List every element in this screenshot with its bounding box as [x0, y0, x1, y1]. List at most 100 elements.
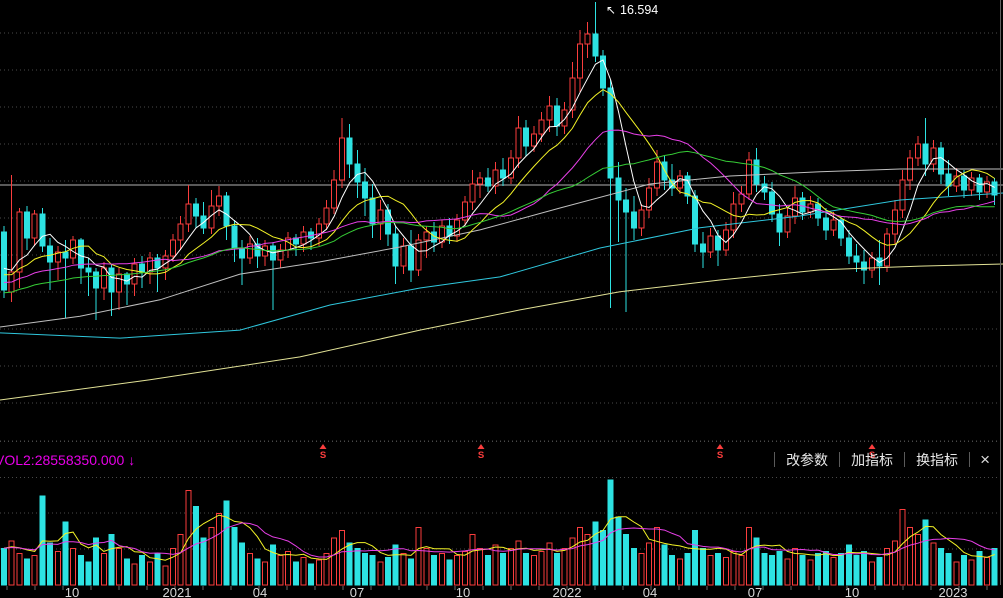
- event-marker-triangle-icon[interactable]: [319, 444, 327, 449]
- change-params-button[interactable]: 改参数: [786, 451, 829, 468]
- volume-bar-down: [991, 547, 998, 586]
- candle-up: [515, 127, 522, 159]
- volume-bar-up: [784, 558, 791, 586]
- candle-up: [415, 239, 422, 271]
- event-marker-s[interactable]: S: [869, 450, 875, 461]
- volume-bar-down: [200, 537, 207, 586]
- candle-up: [968, 177, 975, 191]
- candle-up: [569, 77, 576, 111]
- candle-down: [93, 271, 100, 289]
- volume-bar-down: [77, 555, 84, 586]
- candle-down: [623, 199, 630, 213]
- candle-down: [799, 197, 806, 213]
- volume-bar-up: [377, 561, 384, 586]
- candle-up: [538, 119, 545, 135]
- candle-up: [116, 273, 123, 293]
- volume-bar-up: [638, 553, 645, 586]
- axis-label: 10: [845, 585, 859, 598]
- candle-down: [239, 247, 246, 259]
- add-indicator-button[interactable]: 加指标: [851, 451, 894, 468]
- ma-line-MA250: [0, 263, 1003, 401]
- volume-bar-up: [169, 547, 176, 586]
- candle-down: [853, 255, 860, 263]
- volume-bar-down: [62, 521, 69, 586]
- event-marker-triangle-icon[interactable]: [477, 444, 485, 449]
- close-indicator-icon[interactable]: ×: [980, 449, 990, 469]
- candle-down: [500, 169, 507, 179]
- candle-down: [991, 181, 998, 196]
- toolbar-divider: [969, 452, 971, 467]
- volume-bar-down: [1, 547, 7, 586]
- candle-up: [31, 213, 38, 239]
- candle-up: [891, 209, 898, 235]
- vol2-value: VOL2:28558350.000: [0, 451, 125, 468]
- volume-bar-up: [162, 565, 169, 586]
- volume-bar-up: [454, 555, 461, 586]
- candle-up: [507, 157, 514, 179]
- volume-bar-up: [914, 534, 921, 586]
- candle-down: [961, 175, 967, 191]
- candle-up: [338, 137, 345, 181]
- volume-bar-up: [792, 547, 799, 586]
- candle-down: [699, 243, 706, 253]
- switch-indicator-button[interactable]: 换指标: [916, 451, 959, 468]
- volume-bar-up: [561, 547, 568, 586]
- candle-up: [707, 235, 714, 253]
- volume-bar-down: [292, 561, 299, 586]
- ma-line-MA120: [0, 192, 1003, 339]
- volume-bar-up: [968, 559, 975, 586]
- candle-up: [461, 201, 468, 221]
- volume-bar-up: [868, 561, 875, 586]
- toolbar-divider: [904, 452, 906, 467]
- volume-bar-down: [47, 542, 54, 586]
- volume-bar-down: [769, 555, 775, 586]
- volume-bar-up: [70, 547, 77, 586]
- volume-bar-down: [108, 534, 115, 586]
- volume-bar-down: [761, 553, 768, 586]
- indicator-header-bar: VOL2:28558350.000 ↓ 改参数 加指标 换指标 ×: [0, 443, 1003, 476]
- event-marker-triangle-icon[interactable]: [868, 444, 876, 449]
- candle-up: [730, 203, 737, 231]
- volume-bar-up: [331, 537, 338, 586]
- ma-line-MA5: [3, 59, 995, 282]
- candle-up: [884, 233, 891, 267]
- event-marker-triangle-icon[interactable]: [716, 444, 724, 449]
- volume-bar-up: [277, 555, 284, 586]
- volume-bar-down: [123, 558, 130, 586]
- volume-bar-down: [853, 555, 860, 586]
- volume-bar-down: [845, 544, 852, 586]
- candle-up: [914, 143, 921, 159]
- volume-bar-up: [415, 526, 422, 586]
- volume-bar-up: [461, 550, 468, 586]
- volume-bar-up: [323, 553, 330, 586]
- candle-down: [354, 163, 361, 183]
- volume-bar-up: [507, 547, 514, 586]
- volume-bar-up: [438, 553, 445, 586]
- volume-bar-up: [31, 555, 38, 586]
- vol-ma-line-MAVOL10: [3, 522, 995, 558]
- candle-up: [561, 109, 568, 127]
- volume-bar-down: [799, 555, 806, 586]
- volume-bar-up: [984, 557, 991, 586]
- candle-up: [784, 215, 791, 233]
- candle-down: [553, 105, 560, 127]
- candle-up: [208, 205, 215, 229]
- event-marker-s[interactable]: S: [320, 450, 326, 461]
- event-marker-s[interactable]: S: [717, 450, 723, 461]
- volume-bar-down: [692, 529, 699, 586]
- volume-bar-up: [100, 553, 107, 586]
- candle-up: [653, 161, 660, 189]
- volume-bar-up: [400, 553, 407, 586]
- volume-bar-down: [876, 557, 883, 586]
- volume-bar-down: [361, 553, 368, 586]
- volume-bar-down: [961, 555, 967, 586]
- event-marker-s[interactable]: S: [478, 450, 484, 461]
- candle-up: [162, 255, 169, 269]
- volume-bar-down: [93, 537, 100, 586]
- volume-bar-up: [116, 547, 123, 586]
- volume-bar-up: [707, 555, 714, 586]
- volume-bar-up: [577, 526, 583, 586]
- volume-bar-up: [646, 542, 653, 586]
- volume-bar-down: [39, 495, 46, 586]
